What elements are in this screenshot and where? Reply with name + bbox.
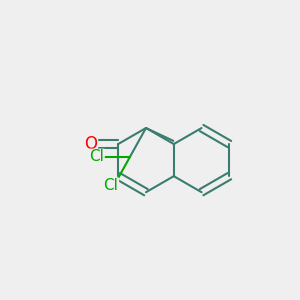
Text: O: O <box>84 135 98 153</box>
Text: Cl: Cl <box>103 178 118 193</box>
Text: Cl: Cl <box>89 149 104 164</box>
